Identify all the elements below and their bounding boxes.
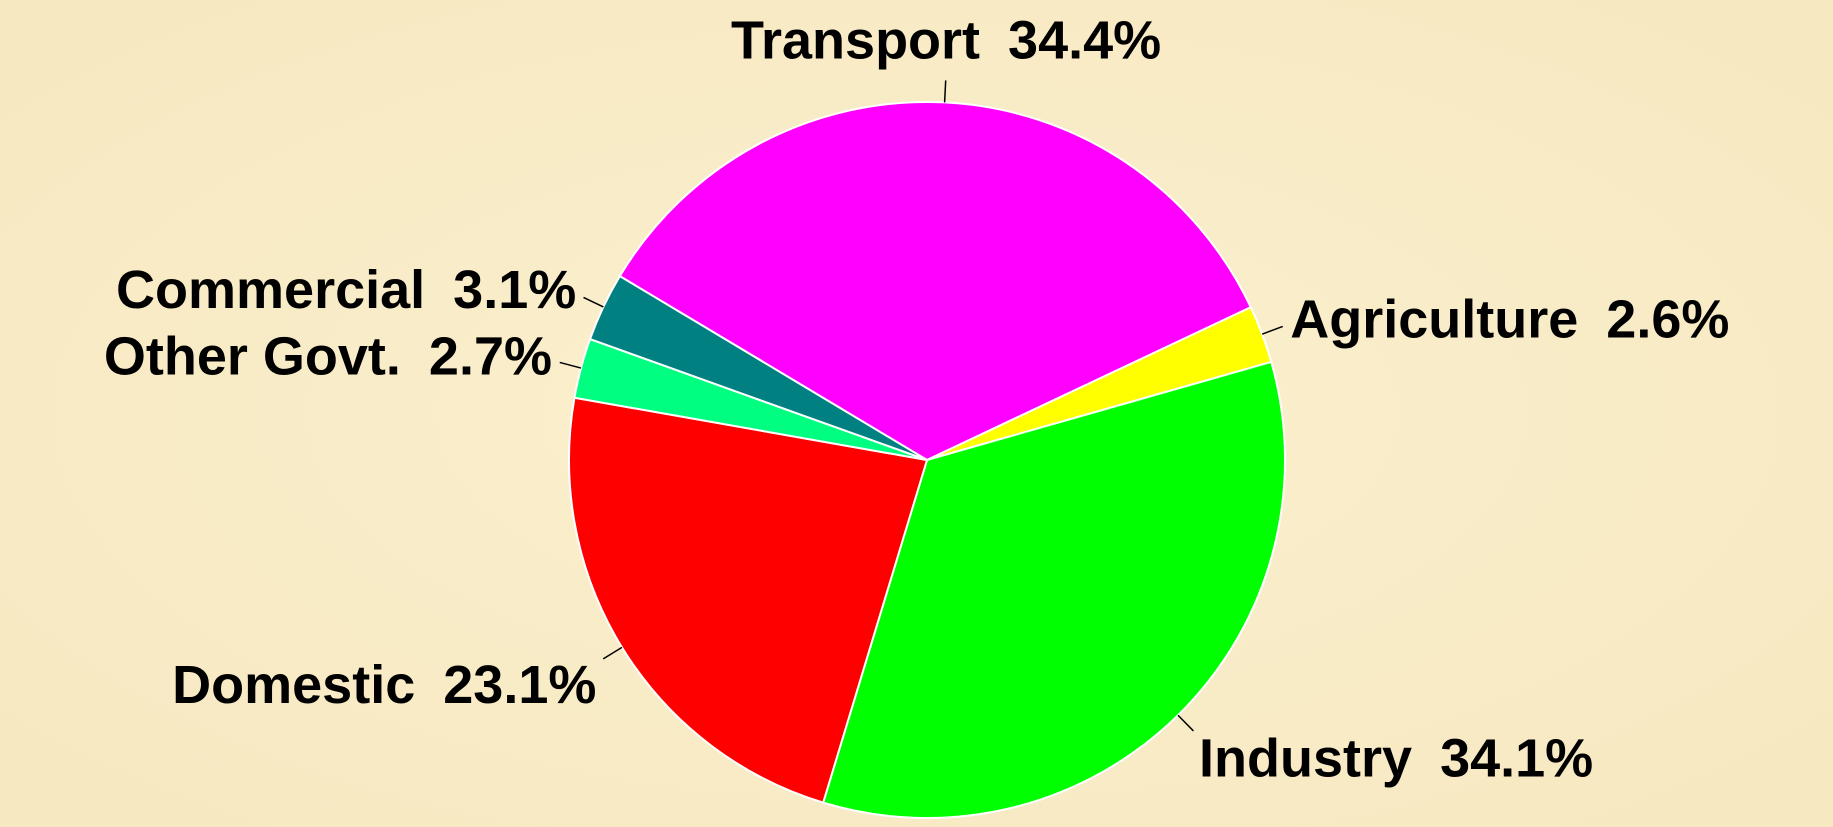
pie-slice [568, 396, 929, 804]
slice-label: Domestic 23.1% [172, 655, 596, 715]
slice-label: Other Govt. 2.7% [104, 327, 552, 387]
value-label: 2.6% [1606, 290, 1729, 350]
leader-line [602, 646, 623, 660]
slice-label: Commercial 3.1% [116, 260, 576, 320]
pie-slice [821, 360, 1286, 819]
value-label: 3.1% [453, 260, 576, 320]
slice-label: Industry 34.1% [1199, 729, 1593, 789]
leader-line [1177, 714, 1194, 732]
category-label: Agriculture [1290, 290, 1578, 350]
slice-label: Transport 34.4% [731, 11, 1161, 71]
category-label: Domestic [172, 655, 415, 715]
value-label: 23.1% [443, 655, 596, 715]
leader-line [943, 80, 947, 103]
leader-line [559, 361, 582, 369]
category-label: Industry [1199, 729, 1412, 789]
category-label: Transport [731, 11, 980, 71]
category-label: Commercial [116, 260, 425, 320]
leader-line [1261, 325, 1284, 335]
value-label: 2.7% [429, 327, 552, 387]
value-label: 34.1% [1440, 729, 1593, 789]
pie-slice [588, 274, 928, 461]
category-label: Other Govt. [104, 327, 401, 387]
slice-label: Agriculture 2.6% [1290, 290, 1729, 350]
value-label: 34.4% [1008, 11, 1161, 71]
leader-line [583, 296, 604, 308]
